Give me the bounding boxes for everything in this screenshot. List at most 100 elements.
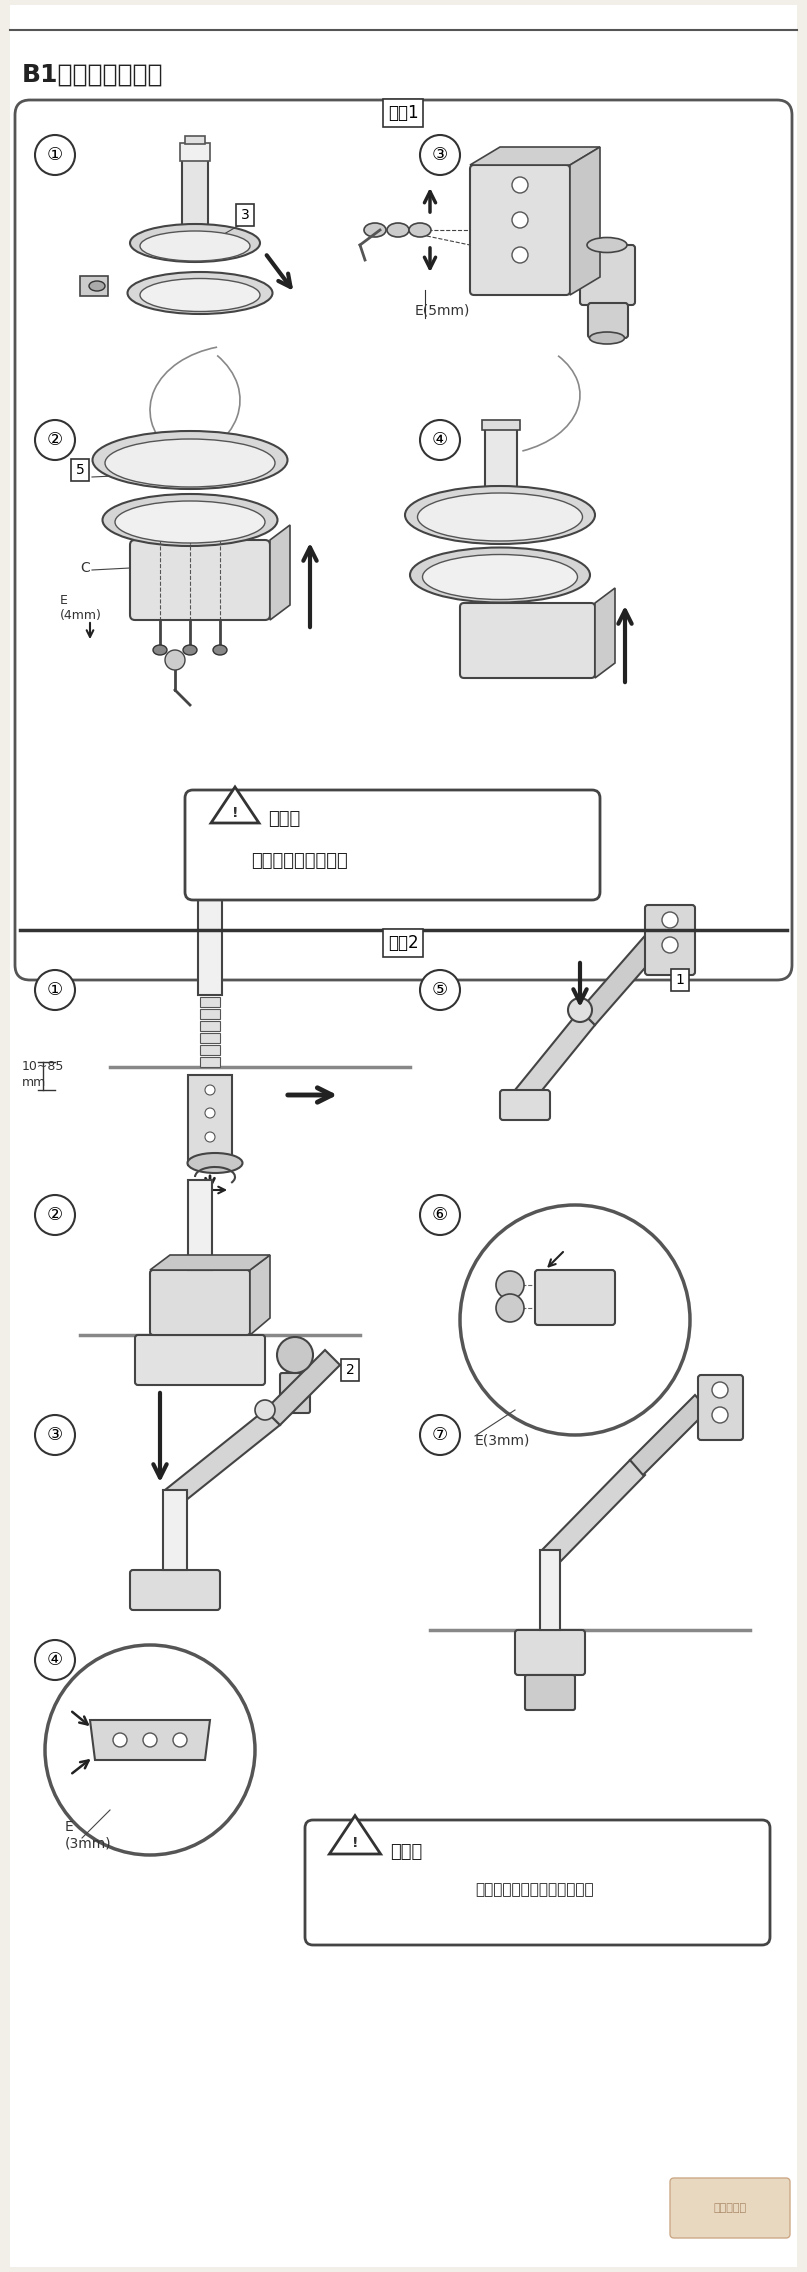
Bar (200, 1034, 220, 1043)
Text: 警告：: 警告： (390, 1843, 422, 1861)
Text: 2: 2 (345, 1363, 354, 1377)
Bar (185, 136, 205, 143)
Text: ①: ① (47, 982, 63, 1000)
Text: E(5mm): E(5mm) (415, 302, 470, 318)
Circle shape (173, 1734, 187, 1747)
Ellipse shape (213, 645, 227, 654)
FancyBboxPatch shape (130, 1570, 220, 1611)
Circle shape (512, 177, 528, 193)
FancyBboxPatch shape (645, 904, 695, 975)
Circle shape (35, 134, 75, 175)
Text: 旋锁辺丝至手臂表面齐平即可: 旋锁辺丝至手臂表面齐平即可 (475, 1881, 594, 1897)
Circle shape (420, 970, 460, 1011)
FancyBboxPatch shape (280, 1372, 310, 1413)
Circle shape (35, 1640, 75, 1679)
FancyBboxPatch shape (460, 602, 595, 677)
FancyBboxPatch shape (698, 1375, 743, 1440)
Circle shape (45, 1645, 255, 1854)
Bar (80, 275, 108, 295)
Polygon shape (270, 525, 290, 620)
Bar (188, 1179, 212, 1270)
Circle shape (277, 1336, 313, 1372)
Text: E
(3mm): E (3mm) (65, 1820, 111, 1849)
Circle shape (35, 420, 75, 459)
Bar (183, 234, 207, 245)
Bar (200, 1045, 220, 1054)
FancyBboxPatch shape (15, 100, 792, 979)
Circle shape (420, 420, 460, 459)
Text: 警告：: 警告： (268, 811, 300, 827)
Ellipse shape (105, 438, 275, 486)
Ellipse shape (405, 486, 595, 543)
Ellipse shape (410, 548, 590, 602)
Text: 什么值得买: 什么值得买 (713, 2204, 746, 2213)
FancyBboxPatch shape (130, 541, 270, 620)
Polygon shape (570, 148, 600, 295)
Ellipse shape (89, 282, 105, 291)
Polygon shape (595, 588, 615, 677)
Circle shape (496, 1270, 524, 1300)
Polygon shape (250, 1254, 270, 1336)
Circle shape (420, 1195, 460, 1236)
FancyBboxPatch shape (150, 1270, 250, 1336)
FancyBboxPatch shape (588, 302, 628, 339)
Text: !: ! (232, 807, 238, 820)
Bar (200, 1020, 220, 1031)
Polygon shape (580, 929, 665, 1025)
Text: B1、安装在桌边上: B1、安装在桌边上 (22, 64, 164, 86)
Circle shape (512, 211, 528, 227)
Polygon shape (470, 148, 600, 166)
Circle shape (712, 1381, 728, 1397)
Text: E(3mm): E(3mm) (475, 1434, 530, 1447)
Circle shape (255, 1400, 275, 1420)
Text: ⑦: ⑦ (432, 1427, 448, 1445)
Circle shape (662, 911, 678, 927)
Ellipse shape (387, 223, 409, 236)
Circle shape (420, 1415, 460, 1454)
Text: ⑥: ⑥ (432, 1206, 448, 1225)
Circle shape (143, 1734, 157, 1747)
Polygon shape (211, 786, 259, 822)
Text: 1: 1 (675, 972, 684, 986)
Text: ⑤: ⑤ (432, 982, 448, 1000)
Circle shape (568, 997, 592, 1022)
Bar (485, 425, 517, 520)
Circle shape (35, 970, 75, 1011)
Polygon shape (542, 1461, 645, 1565)
FancyBboxPatch shape (305, 1820, 770, 1945)
Ellipse shape (93, 432, 287, 488)
Polygon shape (150, 1254, 270, 1270)
FancyBboxPatch shape (185, 791, 600, 900)
Text: E
(4mm): E (4mm) (60, 593, 102, 623)
Bar (180, 143, 210, 161)
Bar (200, 1056, 220, 1068)
Text: ②: ② (47, 432, 63, 450)
Text: !: ! (352, 1836, 358, 1849)
Polygon shape (329, 1815, 381, 1854)
Bar (540, 1550, 560, 1629)
Ellipse shape (130, 225, 260, 261)
Text: 10~85
mm: 10~85 mm (22, 1061, 65, 1088)
Bar (163, 1490, 187, 1570)
Ellipse shape (587, 239, 627, 252)
Ellipse shape (183, 645, 197, 654)
Circle shape (165, 650, 185, 670)
Circle shape (35, 1195, 75, 1236)
Polygon shape (265, 1350, 340, 1425)
Ellipse shape (115, 502, 265, 543)
Circle shape (712, 1406, 728, 1422)
Bar (198, 895, 222, 995)
Text: C: C (80, 561, 90, 575)
Text: ④: ④ (432, 432, 448, 450)
Text: ③: ③ (432, 145, 448, 164)
Ellipse shape (364, 223, 386, 236)
Ellipse shape (409, 223, 431, 236)
Circle shape (460, 1204, 690, 1436)
Ellipse shape (423, 554, 578, 600)
Circle shape (205, 1109, 215, 1118)
Ellipse shape (417, 493, 583, 541)
Text: 5: 5 (76, 463, 85, 477)
Polygon shape (90, 1720, 210, 1761)
Ellipse shape (589, 332, 625, 343)
Text: 步骤1: 步骤1 (387, 105, 418, 123)
